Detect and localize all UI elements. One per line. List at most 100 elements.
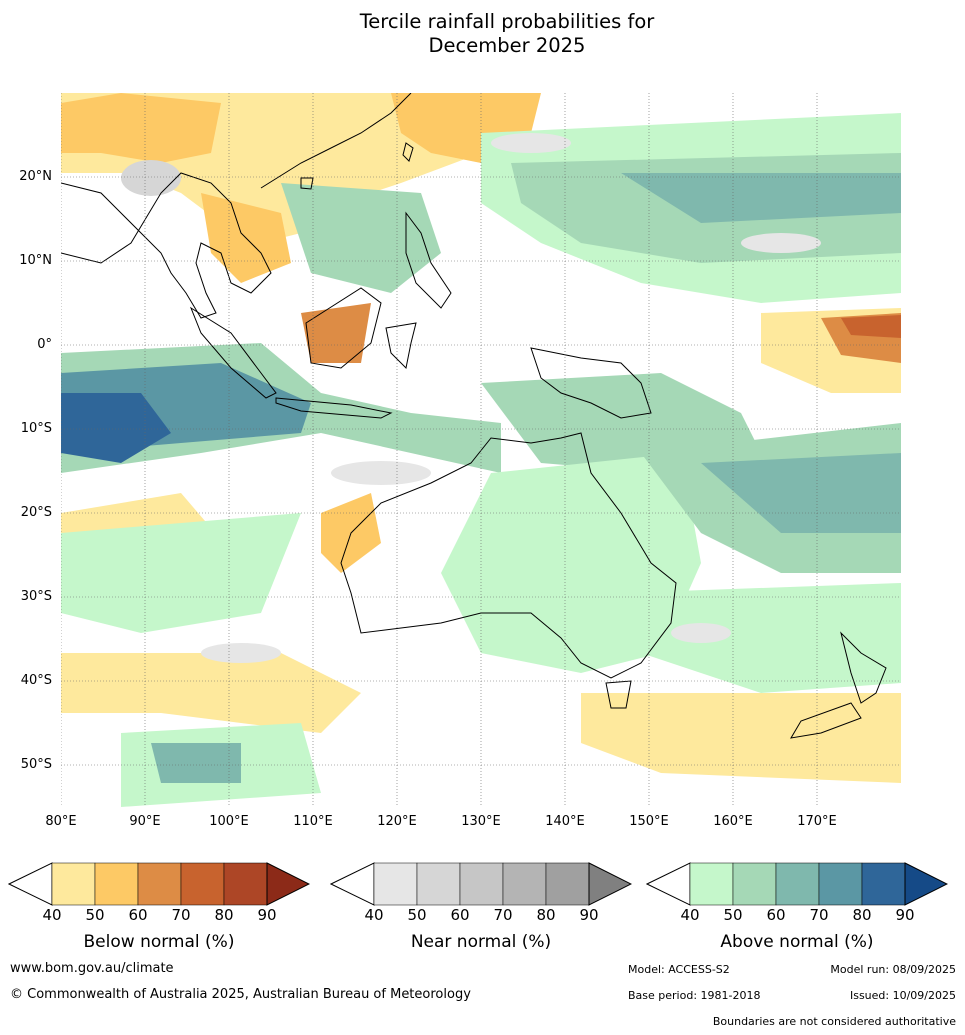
above-zone-pacific-n3 — [621, 173, 901, 223]
below-swatch-70 — [180, 862, 225, 906]
lon-label-140e: 140°E — [545, 814, 585, 829]
near-tick-40: 40 — [364, 906, 384, 924]
probability-map — [61, 93, 901, 807]
near-tick-90: 90 — [579, 906, 599, 924]
lon-label-130e: 130°E — [461, 814, 501, 829]
near-tick-80: 80 — [536, 906, 556, 924]
lat-label-20s: 20°S — [20, 505, 52, 520]
copyright-text: © Commonwealth of Australia 2025, Austra… — [10, 987, 471, 1002]
lon-label-100e: 100°E — [209, 814, 249, 829]
lon-label-120e: 120°E — [377, 814, 417, 829]
above-swatch-70 — [818, 862, 863, 906]
taiwan-outline — [402, 142, 414, 162]
above-tick-90: 90 — [895, 906, 915, 924]
china-coast — [260, 93, 412, 189]
below-tick-90: 90 — [257, 906, 277, 924]
borneo-outline — [305, 287, 382, 369]
above-zone-scs — [281, 183, 441, 293]
below-swatch-80 — [223, 862, 268, 906]
above-zone-indian-core — [61, 393, 171, 463]
sumatra-outline — [189, 306, 277, 399]
colorbar-near — [330, 862, 632, 906]
title-line-1: Tercile rainfall probabilities for — [359, 10, 655, 33]
colorbar-below — [8, 862, 310, 906]
below-arrow-high — [266, 862, 310, 906]
near-swatch-80 — [545, 862, 590, 906]
above-arrow-low — [646, 862, 691, 906]
disclaimer-text: Boundaries are not considered authoritat… — [712, 1015, 956, 1028]
tasmania-outline — [605, 680, 632, 709]
near-tick-70: 70 — [493, 906, 513, 924]
below-swatch-50 — [94, 862, 139, 906]
above-swatch-80 — [861, 862, 906, 906]
below-arrow-low — [8, 862, 53, 906]
lat-label-30s: 30°S — [20, 589, 52, 604]
lat-label-50s: 50°S — [20, 757, 52, 772]
below-tick-60: 60 — [128, 906, 148, 924]
philippines-outline — [405, 211, 452, 309]
near-tick-60: 60 — [450, 906, 470, 924]
below-swatch-40 — [51, 862, 96, 906]
near-swatch-50 — [416, 862, 461, 906]
lon-label-170e: 170°E — [797, 814, 837, 829]
lat-label-10s: 10°S — [20, 421, 52, 436]
above-zone-indian-mid — [61, 513, 301, 633]
above-tick-50: 50 — [723, 906, 743, 924]
above-tick-40: 40 — [680, 906, 700, 924]
website-link[interactable]: www.bom.gov.au/climate — [10, 961, 174, 976]
near-zone-1 — [121, 160, 181, 196]
near-arrow-low — [330, 862, 375, 906]
colorbar-near-title: Near normal (%) — [410, 932, 552, 952]
above-swatch-40 — [689, 862, 734, 906]
lon-label-80e: 80°E — [45, 814, 77, 829]
below-zone-indian-s — [61, 653, 361, 733]
colorbar-above-title: Above normal (%) — [720, 932, 874, 952]
above-tick-80: 80 — [852, 906, 872, 924]
near-swatch-70 — [502, 862, 547, 906]
java-outline — [275, 397, 393, 419]
above-zone-south-core — [151, 743, 241, 783]
hainan-outline — [300, 177, 314, 190]
near-tick-50: 50 — [407, 906, 427, 924]
lat-label-10n: 10°N — [19, 253, 52, 268]
below-zone-india — [61, 93, 221, 163]
above-swatch-60 — [775, 862, 820, 906]
below-tick-40: 40 — [42, 906, 62, 924]
lon-label-90e: 90°E — [129, 814, 161, 829]
asia-coast — [61, 172, 272, 319]
near-swatch-60 — [459, 862, 504, 906]
colorbar-above — [646, 862, 948, 906]
near-zone-4 — [741, 233, 821, 253]
near-zone-3 — [331, 461, 431, 485]
sulawesi-outline — [385, 322, 417, 370]
below-tick-70: 70 — [171, 906, 191, 924]
lon-label-160e: 160°E — [713, 814, 753, 829]
above-tick-70: 70 — [809, 906, 829, 924]
nz-north-outline — [840, 631, 887, 704]
above-swatch-50 — [732, 862, 777, 906]
near-zone-5 — [201, 643, 281, 663]
map-canvas — [61, 93, 901, 807]
issued-text: Issued: 10/09/2025 — [849, 989, 956, 1002]
model-run-text: Model run: 08/09/2025 — [830, 963, 956, 976]
map-title: Tercile rainfall probabilities for Decem… — [0, 10, 965, 58]
above-arrow-high — [904, 862, 948, 906]
near-swatch-40 — [373, 862, 418, 906]
near-zone-6 — [671, 623, 731, 643]
below-zone-south — [581, 693, 901, 783]
lat-label-40s: 40°S — [20, 673, 52, 688]
above-zone-tasman — [621, 583, 901, 693]
lat-label-20n: 20°N — [19, 169, 52, 184]
below-tick-80: 80 — [214, 906, 234, 924]
nz-south-outline — [790, 702, 862, 739]
australia-outline — [340, 432, 677, 679]
base-period-text: Base period: 1981-2018 — [628, 989, 761, 1002]
above-tick-60: 60 — [766, 906, 786, 924]
title-line-2: December 2025 — [428, 34, 586, 57]
lon-label-110e: 110°E — [293, 814, 333, 829]
near-zone-2 — [491, 133, 571, 153]
png-outline — [530, 347, 652, 419]
below-swatch-60 — [137, 862, 182, 906]
lon-label-150e: 150°E — [629, 814, 669, 829]
model-text: Model: ACCESS-S2 — [628, 963, 730, 976]
